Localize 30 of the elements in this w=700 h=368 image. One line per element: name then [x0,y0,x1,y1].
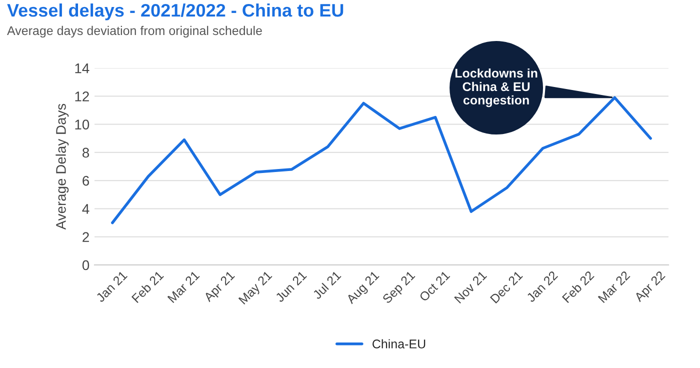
x-tick-label: Apr 22 [634,270,668,304]
x-tick-label: Jul 21 [312,270,342,300]
y-tick-label: 2 [82,232,89,242]
y-tick-label: 12 [75,92,89,102]
y-tick-label: 0 [82,260,90,270]
x-tick-label: Mar 22 [598,270,630,304]
x-tick-label: Apr 21 [203,270,237,304]
x-tick-label: Nov 21 [454,270,488,304]
y-axis-title: Average Delay Days [56,104,69,230]
x-tick-label: Dec 21 [490,270,524,304]
x-tick-label: Sep 21 [382,270,418,306]
x-tick-label: Oct 21 [418,270,450,302]
y-tick-label: 14 [75,64,90,74]
x-tick-label: Jun 21 [274,270,308,303]
y-tick-label: 6 [82,176,90,186]
y-tick-label: 4 [82,204,90,214]
x-tick-label: Aug 21 [346,270,382,306]
x-tick-label: Mar 21 [167,270,200,304]
y-tick-label: 8 [82,148,90,158]
legend-label: China-EU [372,339,426,348]
chart-title: Vessel delays - 2021/2022 - China to EU [7,3,344,20]
y-tick-label: 10 [75,120,90,130]
annotation: Lockdowns in China & EU congestion [455,68,538,108]
x-tick-label: Jan 21 [95,270,128,303]
x-tick-label: Jan 22 [526,270,558,303]
chart-subtitle: Average days deviation from original schedule [7,26,262,38]
line-series [111,96,652,224]
x-tick-label: Feb 22 [562,270,594,304]
x-tick-label: Feb 21 [131,270,164,304]
x-tick-label: May 21 [238,270,274,306]
